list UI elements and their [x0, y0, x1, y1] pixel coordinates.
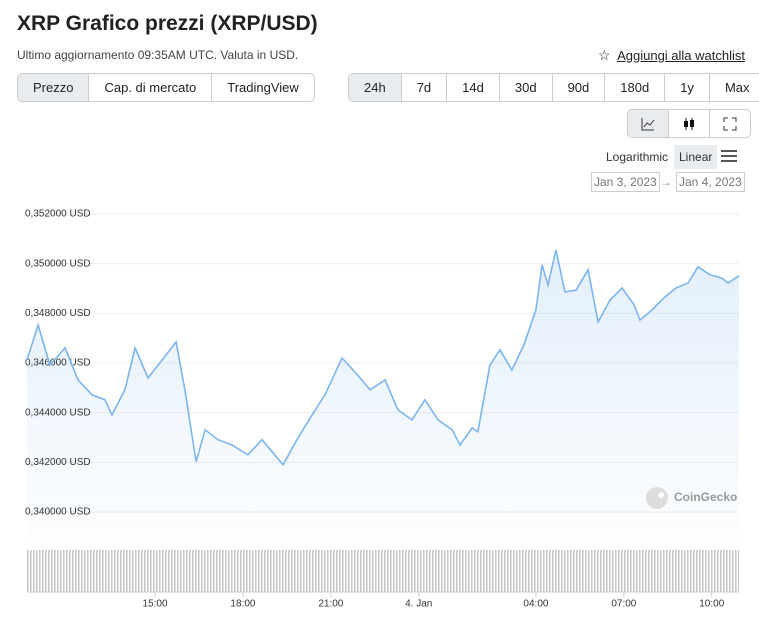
- volume-bars: [27, 550, 739, 592]
- line-chart-button[interactable]: [628, 110, 669, 137]
- view-tab[interactable]: Prezzo: [18, 74, 90, 101]
- date-from[interactable]: Jan 3, 2023: [591, 172, 660, 192]
- x-tick-label: 07:00: [611, 599, 636, 610]
- subtitle: Ultimo aggiornamento 09:35AM UTC. Valuta…: [17, 48, 299, 62]
- y-tick-label: 0,352000 USD: [25, 209, 91, 220]
- watermark-text: CoinGecko: [674, 490, 737, 504]
- watermark: [646, 487, 668, 509]
- range-tab[interactable]: 30d: [500, 74, 553, 101]
- range-tab[interactable]: 14d: [447, 74, 500, 101]
- title: XRP Grafico prezzi (XRP/USD): [17, 12, 318, 35]
- star-icon[interactable]: ☆: [598, 47, 611, 63]
- x-tick-label: 04:00: [523, 599, 548, 610]
- range-tab[interactable]: 24h: [349, 74, 402, 101]
- y-tick-label: 0,344000 USD: [25, 407, 91, 418]
- x-tick-label: 10:00: [699, 599, 724, 610]
- range-tab[interactable]: 90d: [553, 74, 606, 101]
- date-to[interactable]: Jan 4, 2023: [676, 172, 745, 192]
- x-tick-label: 4. Jan: [405, 599, 432, 610]
- range-tab[interactable]: 7d: [402, 74, 448, 101]
- range-tabs: 24h 7d 14d 30d 90d 180d 1y Max: [348, 73, 759, 102]
- log-option[interactable]: Logarithmic: [606, 150, 669, 164]
- date-arrow: →: [660, 175, 672, 189]
- range-tab[interactable]: Max: [724, 80, 750, 95]
- x-tick-label: 21:00: [318, 599, 343, 610]
- view-tab[interactable]: TradingView: [227, 80, 299, 95]
- candlestick-button[interactable]: [669, 110, 710, 137]
- x-tick-label: 18:00: [230, 599, 255, 610]
- x-tick-label: 15:00: [143, 599, 168, 610]
- view-tab[interactable]: Cap. di mercato: [89, 74, 213, 101]
- fullscreen-button[interactable]: [710, 110, 750, 137]
- chart-type-tabs: [627, 109, 751, 138]
- linear-option[interactable]: Linear: [674, 145, 718, 169]
- price-line: [26, 249, 740, 467]
- menu-icon[interactable]: [721, 149, 737, 167]
- view-tabs: Prezzo Cap. di mercato TradingView: [17, 73, 315, 102]
- y-tick-label: 0,342000 USD: [25, 457, 91, 468]
- y-tick-label: 0,348000 USD: [25, 308, 91, 319]
- y-tick-label: 0,340000 USD: [25, 507, 91, 518]
- range-tab[interactable]: 1y: [665, 74, 710, 101]
- watchlist-link[interactable]: Aggiungi alla watchlist: [617, 48, 745, 63]
- range-tab[interactable]: 180d: [605, 74, 666, 101]
- y-tick-label: 0,350000 USD: [25, 258, 91, 269]
- y-tick-label: 0,346000 USD: [25, 358, 91, 369]
- price-area: [27, 250, 739, 542]
